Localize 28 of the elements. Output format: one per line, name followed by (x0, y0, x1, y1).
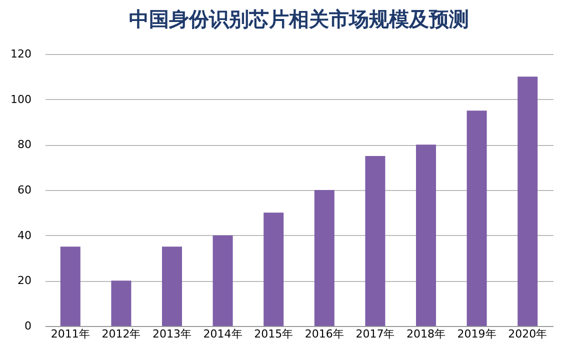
bar (111, 280, 132, 326)
bar (264, 212, 284, 326)
bar (212, 235, 233, 326)
x-tick-label: 2016年 (304, 328, 344, 340)
y-tick-label: 60 (18, 184, 32, 196)
x-tick-label: 2019年 (457, 328, 496, 340)
x-tick-label: 2014年 (203, 328, 242, 340)
y-tick-label: 0 (24, 320, 32, 332)
y-tick-label: 20 (18, 274, 32, 288)
y-tick-label: 100 (10, 92, 32, 106)
y-tick-label: 80 (18, 138, 32, 152)
x-tick-label: 2015年 (254, 328, 294, 340)
x-tick-label: 2020年 (508, 328, 548, 340)
bar (162, 246, 182, 326)
chart-title: 中国身份识别芯片相关市场规模及预测 (129, 7, 469, 31)
bar (60, 246, 80, 326)
x-tick-label: 2013年 (152, 328, 192, 340)
bar (314, 190, 334, 326)
y-tick-label: 120 (10, 48, 32, 60)
bar (466, 110, 487, 326)
x-tick-label: 2018年 (406, 328, 446, 340)
bar (416, 144, 436, 326)
bar (365, 156, 386, 326)
bar (518, 76, 538, 326)
y-tick-label: 40 (18, 228, 32, 242)
x-tick-label: 2011年 (50, 328, 90, 340)
x-tick-label: 2017年 (356, 328, 395, 340)
x-tick-label: 2012年 (102, 328, 141, 340)
